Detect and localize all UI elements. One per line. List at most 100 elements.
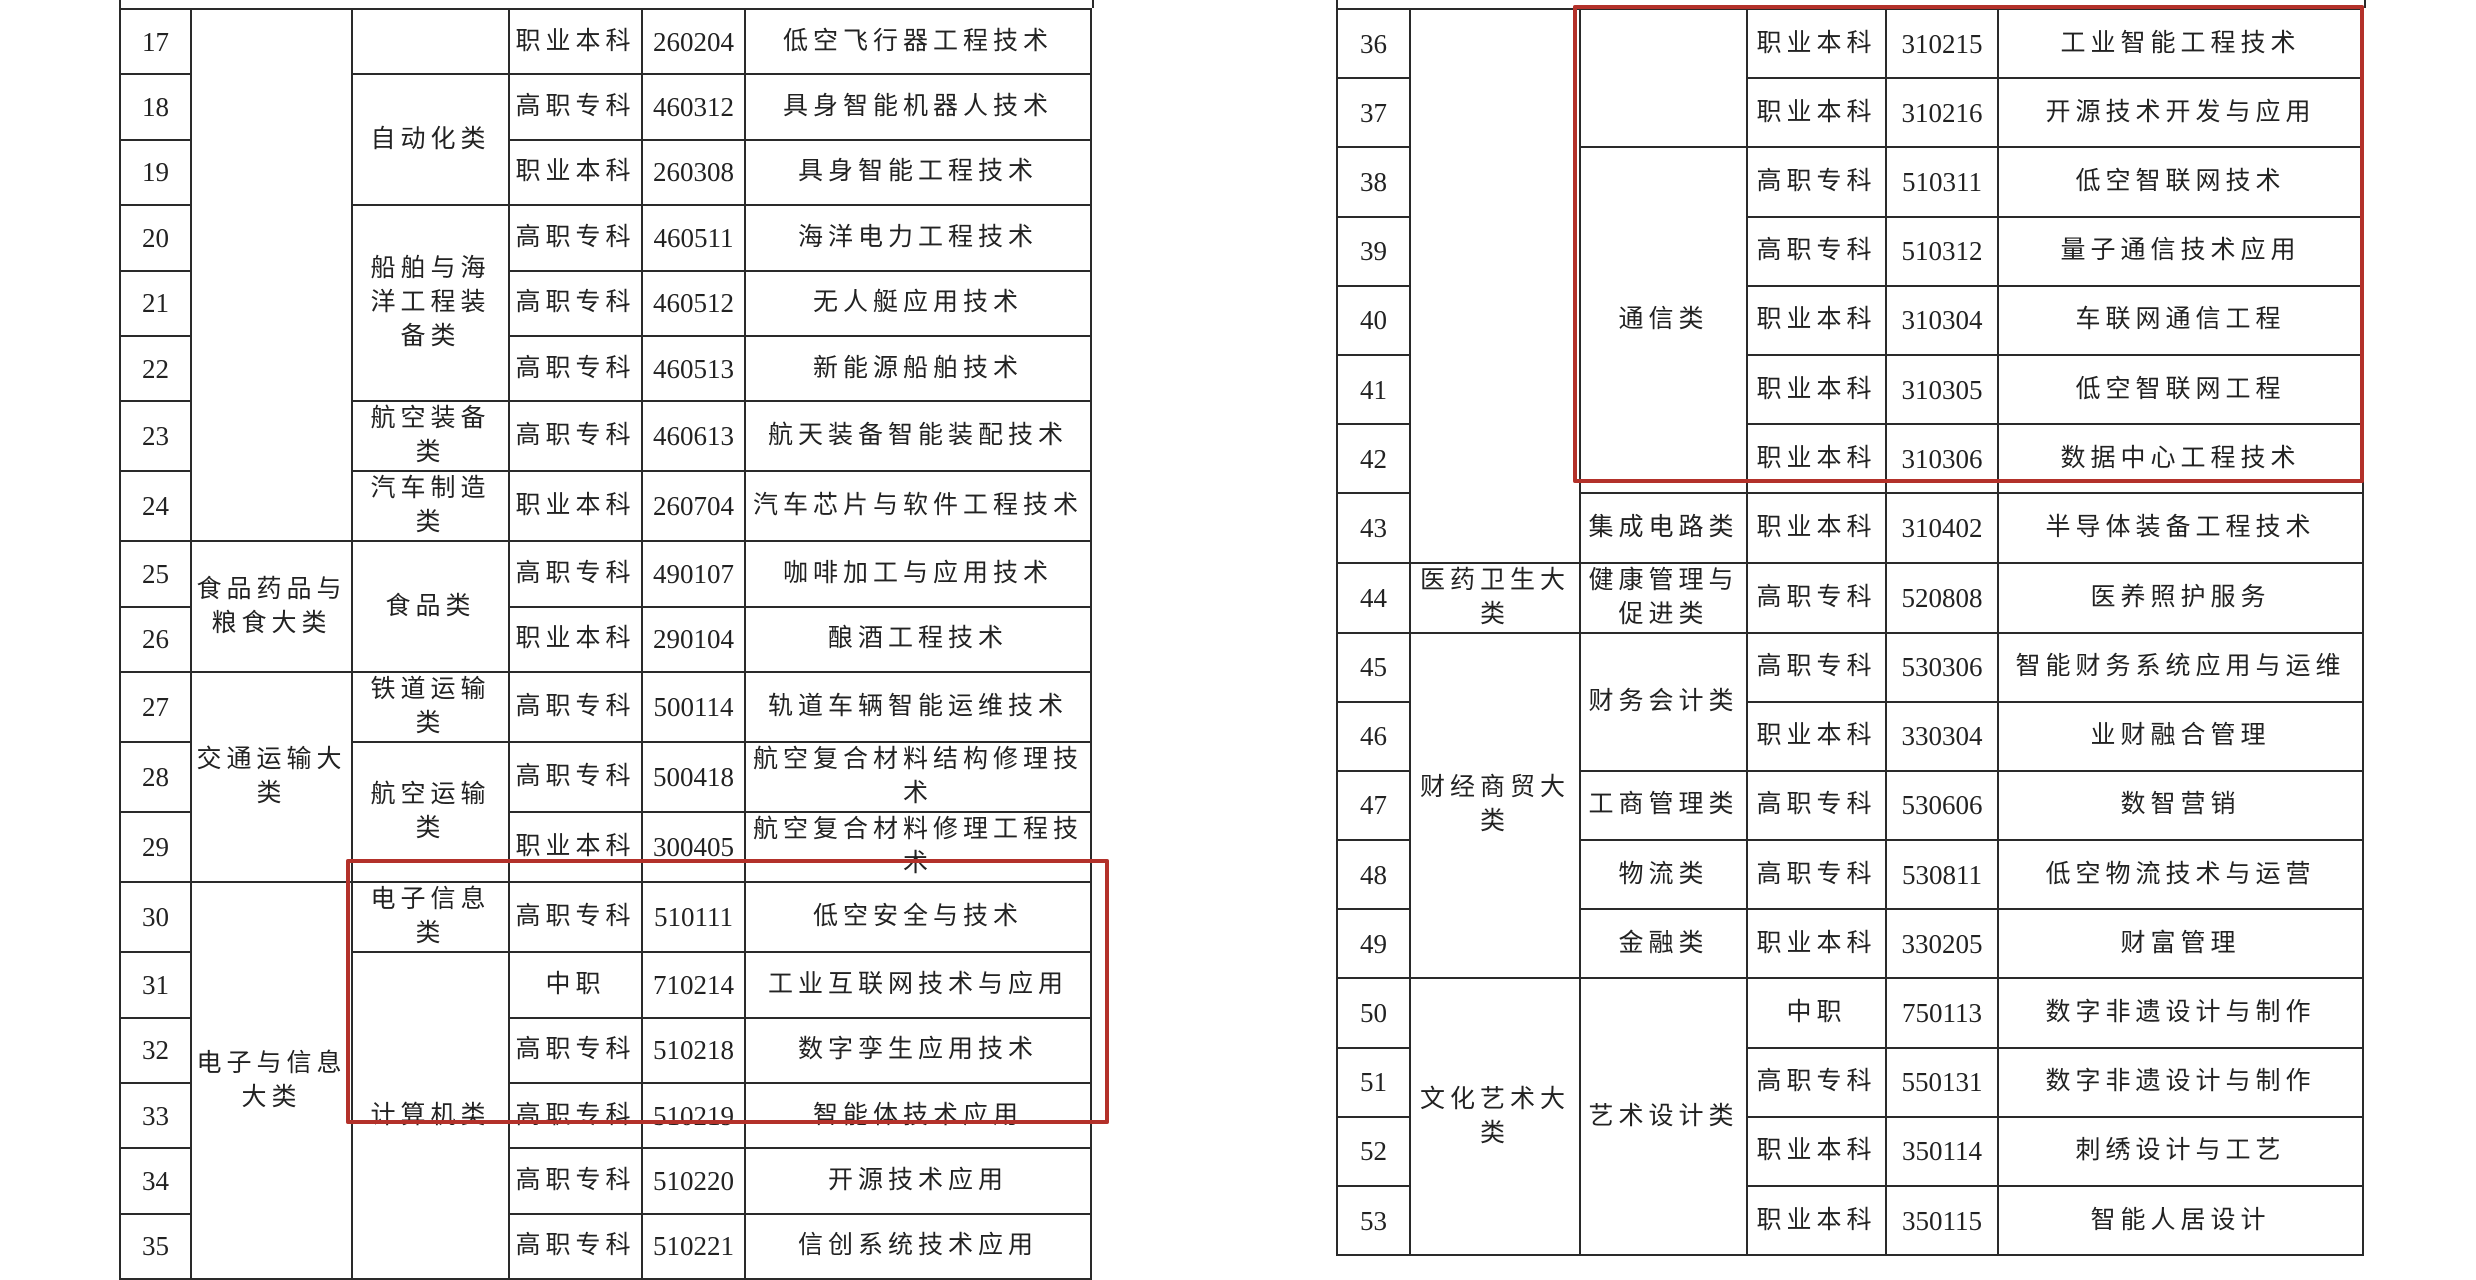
program-name: 智能体技术应用 — [744, 1081, 1092, 1150]
table-row: 27 交通运输大类 铁道运输类 高职专科 500114 轨道车辆智能运维技术 — [119, 671, 1092, 884]
program-name: 数字非遗设计与制作 — [1997, 1046, 2364, 1118]
row-number: 53 — [1336, 1184, 1411, 1257]
table-row: 41 职业本科 310305 低空智联网工程 — [1336, 353, 2364, 426]
table-row: 52 职业本科 350114 刺绣设计与工艺 — [1336, 1115, 2364, 1188]
program-code: 260204 — [641, 7, 746, 76]
program-name: 航空复合材料结构修理技术 — [744, 741, 1092, 814]
table-row: 37 职业本科 310216 开源技术开发与应用 — [1336, 77, 2364, 149]
program-code: 310304 — [1885, 284, 1999, 356]
program-table-right: 36 职业本科 310215 工业智能工程技术 37 职业本科 310216 开源技术开发与应… — [1336, 7, 2364, 1257]
program-name: 数字非遗设计与制作 — [1997, 977, 2364, 1049]
program-code: 750113 — [1885, 977, 1999, 1049]
program-name: 航空复合材料修理工程技术 — [744, 811, 1092, 884]
education-level: 高职专科 — [1746, 561, 1887, 634]
education-level: 高职专科 — [508, 73, 643, 141]
row-number: 45 — [1336, 631, 1411, 703]
program-name: 智能人居设计 — [1997, 1184, 2364, 1257]
education-level: 职业本科 — [1746, 7, 1887, 80]
program-class-cell: 自动化类 — [351, 73, 510, 207]
row-number: 31 — [119, 951, 192, 1019]
program-name: 信创系统技术应用 — [744, 1212, 1092, 1280]
program-name: 低空飞行器工程技术 — [744, 7, 1092, 76]
program-class-cell: 健康管理与促进类 — [1579, 561, 1748, 634]
table-row: 48 物流类 高职专科 530811 低空物流技术与运营 — [1336, 839, 2364, 911]
program-name: 开源技术应用 — [744, 1147, 1092, 1215]
table-row: 18 自动化类 高职专科 460312 具身智能机器人技术 — [119, 73, 1092, 207]
program-name: 咖啡加工与应用技术 — [744, 540, 1092, 608]
row-number: 44 — [1336, 561, 1411, 634]
program-class-cell: 汽车制造类 — [351, 470, 510, 543]
table-row: 24 汽车制造类 职业本科 260704 汽车芯片与软件工程技术 — [119, 470, 1092, 543]
education-level: 职业本科 — [508, 138, 643, 207]
row-number: 32 — [119, 1016, 192, 1084]
education-level: 职业本科 — [508, 470, 643, 543]
table-row: 26 职业本科 290104 酿酒工程技术 — [119, 605, 1092, 674]
education-level: 职业本科 — [1746, 423, 1887, 495]
table-row: 38 通信类 高职专科 510311 低空智联网技术 — [1336, 146, 2364, 495]
program-name: 车联网通信工程 — [1997, 284, 2364, 356]
table-row: 31 计算机类 中职 710214 工业互联网技术与应用 — [119, 951, 1092, 1280]
program-code: 500418 — [641, 741, 746, 814]
row-number: 20 — [119, 204, 192, 272]
table-row: 43 集成电路类 职业本科 310402 半导体装备工程技术 — [1336, 492, 2364, 564]
program-name: 无人艇应用技术 — [744, 269, 1092, 337]
program-name: 新能源船舶技术 — [744, 334, 1092, 403]
row-number: 33 — [119, 1081, 192, 1150]
row-number: 39 — [1336, 215, 1411, 287]
education-level: 高职专科 — [508, 1016, 643, 1084]
program-name: 汽车芯片与软件工程技术 — [744, 470, 1092, 543]
education-level: 职业本科 — [508, 605, 643, 674]
education-level: 高职专科 — [1746, 769, 1887, 842]
program-name: 低空智联网工程 — [1997, 353, 2364, 426]
row-number: 25 — [119, 540, 192, 608]
row-number: 40 — [1336, 284, 1411, 356]
program-name: 轨道车辆智能运维技术 — [744, 671, 1092, 744]
table-row: 19 职业本科 260308 具身智能工程技术 — [119, 138, 1092, 207]
program-name: 低空安全与技术 — [744, 881, 1092, 954]
program-name: 工业互联网技术与应用 — [744, 951, 1092, 1019]
row-number: 17 — [119, 7, 192, 76]
education-level: 高职专科 — [1746, 839, 1887, 911]
program-code: 520808 — [1885, 561, 1999, 634]
program-name: 财富管理 — [1997, 908, 2364, 980]
program-name: 具身智能机器人技术 — [744, 73, 1092, 141]
education-level: 中职 — [1746, 977, 1887, 1049]
program-code: 530606 — [1885, 769, 1999, 842]
program-class-cell: 财务会计类 — [1579, 631, 1748, 772]
program-code: 550131 — [1885, 1046, 1999, 1118]
program-class-cell: 通信类 — [1579, 146, 1748, 495]
program-class-cell: 工商管理类 — [1579, 769, 1748, 842]
table-row: 32 高职专科 510218 数字孪生应用技术 — [119, 1016, 1092, 1084]
education-level: 职业本科 — [508, 811, 643, 884]
program-code: 460513 — [641, 334, 746, 403]
program-name: 医养照护服务 — [1997, 561, 2364, 634]
table-row: 44 医药卫生大类 健康管理与促进类 高职专科 520808 医养照护服务 — [1336, 561, 2364, 634]
table-row: 22 高职专科 460513 新能源船舶技术 — [119, 334, 1092, 403]
program-class-cell — [351, 7, 510, 76]
row-number: 51 — [1336, 1046, 1411, 1118]
program-name: 低空智联网技术 — [1997, 146, 2364, 218]
education-level: 高职专科 — [1746, 146, 1887, 218]
education-level: 高职专科 — [508, 269, 643, 337]
major-category-cell: 文化艺术大类 — [1409, 977, 1581, 1257]
table-row: 39 高职专科 510312 量子通信技术应用 — [1336, 215, 2364, 287]
program-class-cell: 金融类 — [1579, 908, 1748, 980]
major-category-cell: 食品药品与粮食大类 — [190, 540, 353, 674]
row-number: 29 — [119, 811, 192, 884]
program-code: 460511 — [641, 204, 746, 272]
program-code: 330304 — [1885, 700, 1999, 772]
program-code: 310216 — [1885, 77, 1999, 149]
program-code: 500114 — [641, 671, 746, 744]
program-code: 510218 — [641, 1016, 746, 1084]
education-level: 高职专科 — [508, 1147, 643, 1215]
program-code: 510219 — [641, 1081, 746, 1150]
program-code: 510312 — [1885, 215, 1999, 287]
table-row: 51 高职专科 550131 数字非遗设计与制作 — [1336, 1046, 2364, 1118]
program-code: 510311 — [1885, 146, 1999, 218]
program-code: 260308 — [641, 138, 746, 207]
table-row: 30 电子与信息大类 电子信息类 高职专科 510111 低空安全与技术 — [119, 881, 1092, 1280]
table-right-top-edge — [1336, 0, 2366, 8]
table-row: 25 食品药品与粮食大类 食品类 高职专科 490107 咖啡加工与应用技术 — [119, 540, 1092, 674]
table-row: 40 职业本科 310304 车联网通信工程 — [1336, 284, 2364, 356]
table-left-top-edge — [119, 0, 1094, 8]
